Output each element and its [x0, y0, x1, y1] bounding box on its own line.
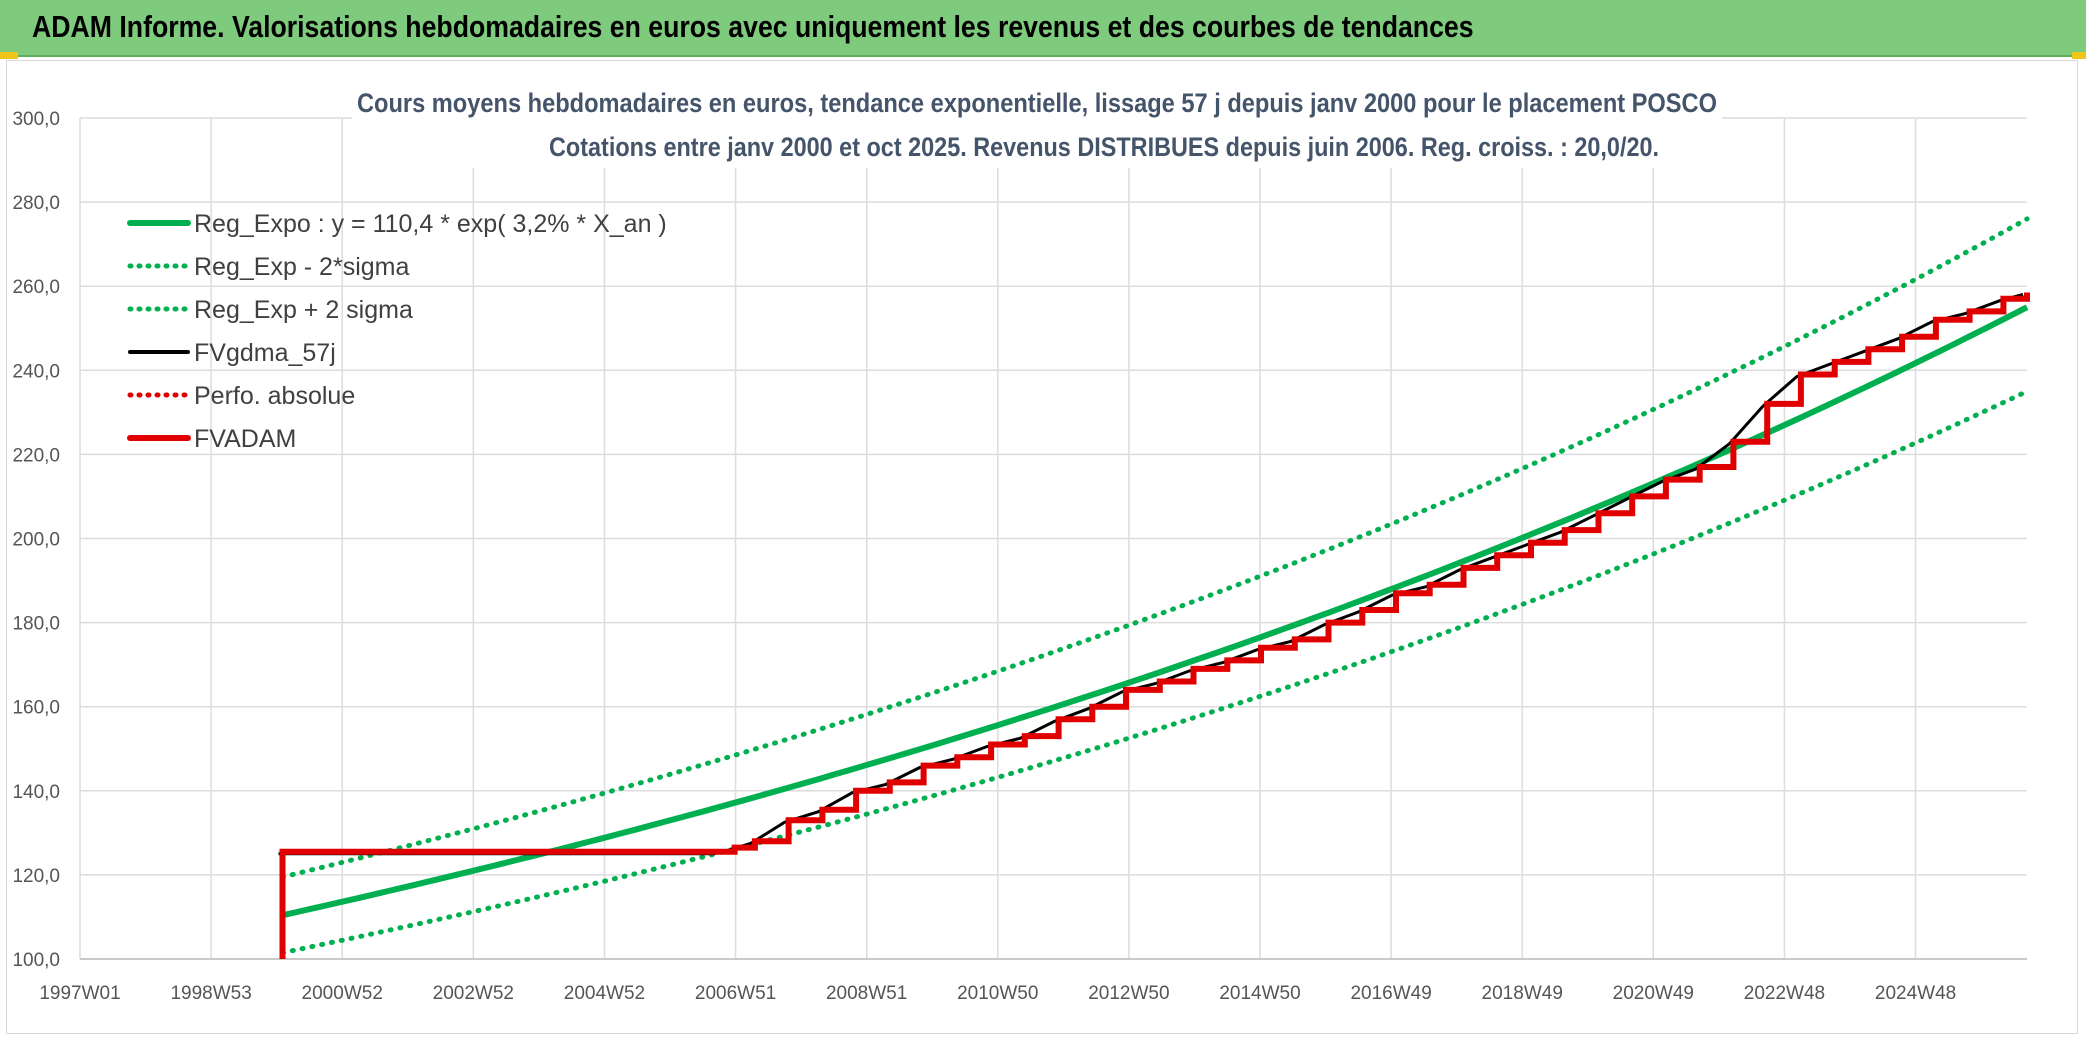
- y-tick-label: 140,0: [12, 782, 60, 803]
- x-tick-label: 2008W51: [826, 983, 907, 1004]
- title-background: [352, 82, 1722, 168]
- page-title: ADAM Informe. Valorisations hebdomadaire…: [32, 9, 1474, 44]
- y-axis-ticks: 100,0 120,0 140,0 160,0 180,0 200,0 220,0 240,0…: [12, 109, 60, 971]
- series-fvgdma-57j: [278, 293, 2024, 856]
- legend-label: Reg_Exp - 2*sigma: [194, 253, 409, 281]
- series-perfo-absolue: [281, 292, 2029, 959]
- x-tick-label: 2024W48: [1875, 983, 1956, 1004]
- y-tick-label: 260,0: [12, 277, 60, 298]
- chart-title: Cours moyens hebdomadaires en euros, ten…: [357, 88, 1717, 118]
- x-tick-label: 2020W49: [1613, 983, 1694, 1004]
- x-tick-label: 2012W50: [1088, 983, 1169, 1004]
- legend-label: Perfo. absolue: [194, 382, 355, 410]
- x-tick-label: 2014W50: [1219, 983, 1300, 1004]
- legend-label: Reg_Expo : y = 110,4 * exp( 3,2% * X_an …: [194, 210, 667, 238]
- y-tick-label: 280,0: [12, 193, 60, 214]
- y-tick-label: 180,0: [12, 614, 60, 635]
- x-tick-label: 2002W52: [433, 983, 514, 1004]
- series-reg-exp-plus-2sigma: [280, 216, 2030, 880]
- series-lines: [278, 216, 2030, 959]
- series-fvadam: [279, 292, 2030, 959]
- y-tick-label: 120,0: [12, 866, 60, 887]
- x-axis-ticks: 1997W01 1998W53 2000W52 2002W52 2004W52 2006W…: [39, 983, 1956, 1004]
- grid-lines: [79, 117, 2027, 960]
- y-tick-label: 100,0: [12, 950, 60, 971]
- corner-marker-right: [2072, 52, 2086, 59]
- chart-subtitle: Cotations entre janv 2000 et oct 2025. R…: [549, 132, 1659, 162]
- x-tick-label: 2018W49: [1482, 983, 1563, 1004]
- series-reg-expo: [281, 304, 2029, 919]
- legend-label: FVgdma_57j: [194, 339, 336, 367]
- y-tick-label: 200,0: [12, 530, 60, 551]
- x-tick-label: 2022W48: [1744, 983, 1825, 1004]
- title-banner: ADAM Informe. Valorisations hebdomadaire…: [0, 0, 2086, 57]
- y-tick-label: 240,0: [12, 361, 60, 382]
- x-tick-label: 1997W01: [39, 983, 120, 1004]
- chart-frame: [6, 60, 2078, 1034]
- legend-label: Reg_Exp + 2 sigma: [194, 296, 413, 324]
- x-tick-label: 2006W51: [695, 983, 776, 1004]
- x-tick-label: 2004W52: [564, 983, 645, 1004]
- y-tick-label: 300,0: [12, 109, 60, 130]
- y-tick-label: 160,0: [12, 698, 60, 719]
- corner-marker-left: [0, 52, 18, 59]
- y-tick-label: 220,0: [12, 445, 60, 466]
- legend-label: FVADAM: [194, 425, 296, 453]
- x-tick-label: 2000W52: [302, 983, 383, 1004]
- x-tick-label: 1998W53: [170, 983, 251, 1004]
- x-tick-label: 2016W49: [1350, 983, 1431, 1004]
- legend: Reg_Expo : y = 110,4 * exp( 3,2% * X_an …: [127, 210, 667, 453]
- x-tick-label: 2010W50: [957, 983, 1038, 1004]
- series-reg-exp-minus-2sigma: [280, 388, 2030, 956]
